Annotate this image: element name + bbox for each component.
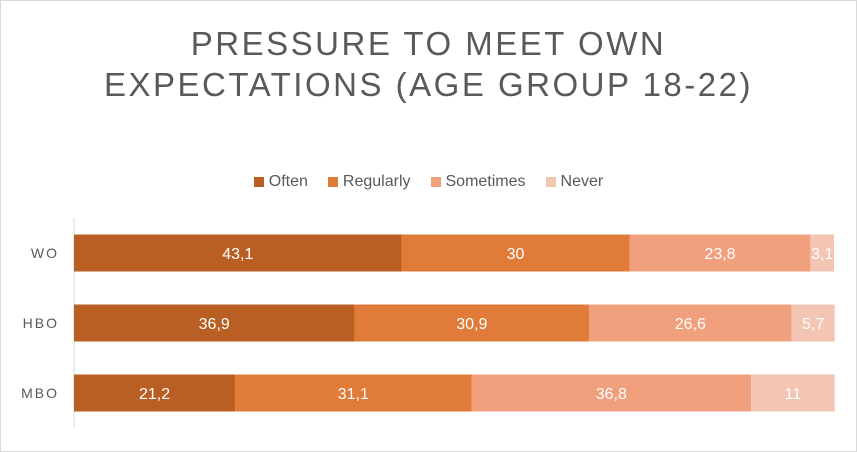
- bar-mbo-often: [74, 374, 236, 412]
- bar-hbo-regularly: [354, 304, 590, 342]
- bar-mbo-never: [751, 374, 835, 412]
- legend-swatch-regularly: [327, 177, 338, 187]
- chart-title-line-2: EXPECTATIONS (AGE GROUP 18-22): [104, 66, 753, 103]
- data-label-wo-often: 43,1: [222, 246, 253, 263]
- data-label-wo-never: 3,1: [811, 246, 833, 263]
- chart-legend: Often Regularly Sometimes Never: [1, 173, 856, 191]
- bar-hbo-sometimes: [589, 304, 792, 342]
- data-label-wo-regularly: 30: [507, 246, 525, 263]
- data-label-hbo-never: 5,7: [802, 316, 824, 333]
- data-label-hbo-often: 36,9: [199, 316, 230, 333]
- legend-swatch-often: [253, 177, 264, 187]
- data-label-mbo-sometimes: 36,8: [596, 386, 627, 403]
- data-label-wo-sometimes: 23,8: [704, 246, 735, 263]
- legend-item-regularly: Regularly: [327, 173, 411, 191]
- legend-swatch-never: [545, 177, 556, 187]
- data-label-mbo-often: 21,2: [139, 386, 170, 403]
- bar-mbo-regularly: [235, 374, 472, 412]
- data-label-mbo-regularly: 31,1: [338, 386, 369, 403]
- legend-label-regularly: Regularly: [342, 173, 411, 190]
- bar-wo-often: [74, 234, 402, 272]
- chart-title: PRESSURE TO MEET OWN EXPECTATIONS (AGE G…: [1, 23, 856, 105]
- legend-item-often: Often: [253, 173, 308, 191]
- data-label-hbo-regularly: 30,9: [456, 316, 487, 333]
- legend-item-sometimes: Sometimes: [430, 173, 526, 191]
- category-label-wo: WO: [31, 245, 59, 261]
- chart-title-line-1: PRESSURE TO MEET OWN: [190, 25, 667, 62]
- data-label-mbo-never: 11: [785, 386, 802, 403]
- legend-item-never: Never: [545, 173, 604, 191]
- legend-swatch-sometimes: [430, 177, 441, 187]
- bar-hbo-never: [791, 304, 835, 342]
- bar-hbo-often: [74, 304, 355, 342]
- data-label-hbo-sometimes: 26,6: [675, 316, 706, 333]
- category-label-mbo: MBO: [21, 385, 59, 401]
- legend-label-never: Never: [560, 173, 604, 190]
- legend-label-often: Often: [268, 173, 308, 190]
- bar-mbo-sometimes: [471, 374, 752, 412]
- bar-wo-regularly: [401, 234, 630, 272]
- bar-wo-sometimes: [629, 234, 811, 272]
- category-label-hbo: HBO: [23, 315, 59, 331]
- bar-wo-never: [810, 234, 834, 272]
- legend-label-sometimes: Sometimes: [445, 173, 526, 190]
